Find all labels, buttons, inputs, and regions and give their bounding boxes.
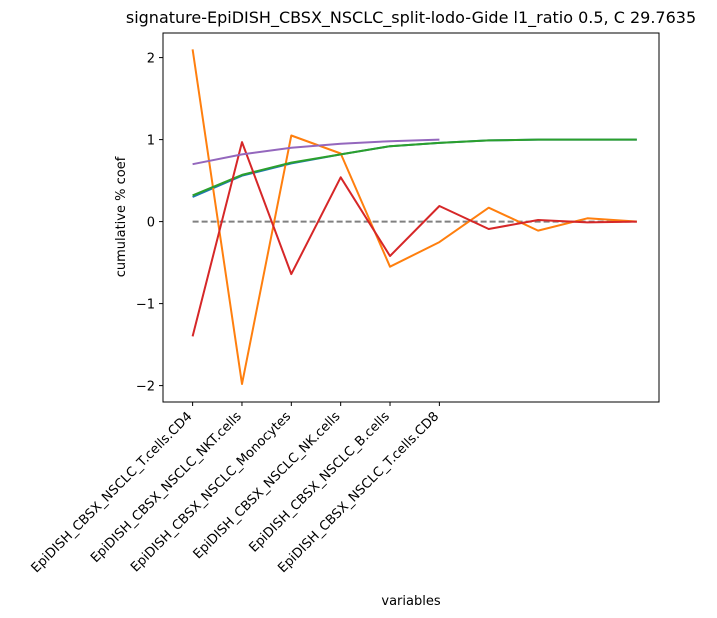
plot-area-frame [162,32,660,403]
y-tick-label: −2 [136,380,155,395]
chart-title: signature-EpiDISH_CBSX_NSCLC_split-lodo-… [126,8,696,28]
y-axis-label: cumulative % coef [114,156,129,277]
x-axis-ticks: EpiDISH_CBSX_NSCLC_T.cells.CD4EpiDISH_CB… [29,402,442,576]
y-axis-ticks: −2 −1 0 1 2 [136,52,163,395]
series-line-3 [192,138,637,197]
plot-lines [191,49,637,385]
y-tick-label: −1 [136,298,155,313]
x-axis-label: variables [381,594,440,609]
series-line-2 [191,49,637,385]
y-tick-label: 0 [147,216,155,231]
series-line-4 [191,141,637,337]
y-tick-label: 2 [147,52,155,67]
y-tick-label: 1 [147,134,155,149]
series-line-5 [192,138,440,166]
